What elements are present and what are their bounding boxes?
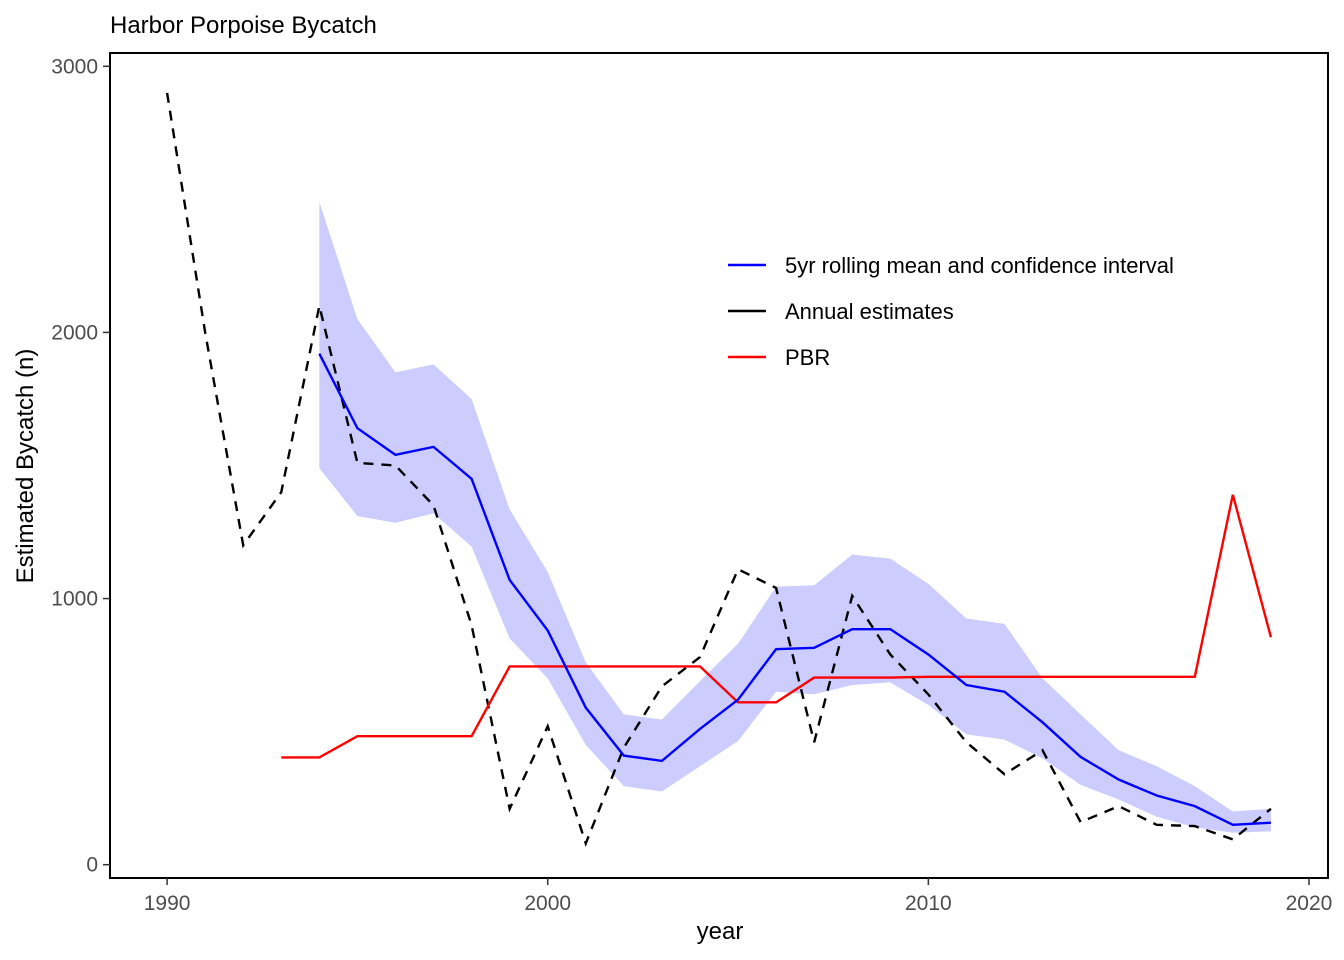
plot-border (109, 52, 1329, 879)
legend-label-2: Annual estimates (785, 299, 954, 324)
x-tick-label: 2020 (1286, 892, 1333, 915)
y-axis-title: Estimated Bycatch (n) (12, 349, 39, 584)
axes: 1990 2000 2010 2020 0 1000 2000 3000 (51, 52, 1333, 915)
legend-label-1: 5yr rolling mean and confidence interval (785, 253, 1174, 278)
y-tick-label: 1000 (51, 588, 98, 611)
y-tick-label: 2000 (51, 321, 98, 344)
plot-area (165, 92, 1273, 847)
legend: 5yr rolling mean and confidence interval… (728, 253, 1174, 370)
legend-label-3: PBR (785, 345, 830, 370)
rolling-mean-line (318, 353, 1271, 826)
x-tick-label: 1990 (144, 892, 191, 915)
y-tick-label: 3000 (51, 55, 98, 78)
x-tick-label: 2010 (905, 892, 952, 915)
chart-title: Harbor Porpoise Bycatch (110, 12, 377, 39)
y-tick-label: 0 (86, 854, 98, 877)
confidence-band (319, 202, 1271, 833)
annual-estimates-line (165, 92, 1272, 847)
pbr-line (281, 494, 1273, 759)
x-axis-title: year (697, 918, 744, 945)
x-tick-label: 2000 (524, 892, 571, 915)
